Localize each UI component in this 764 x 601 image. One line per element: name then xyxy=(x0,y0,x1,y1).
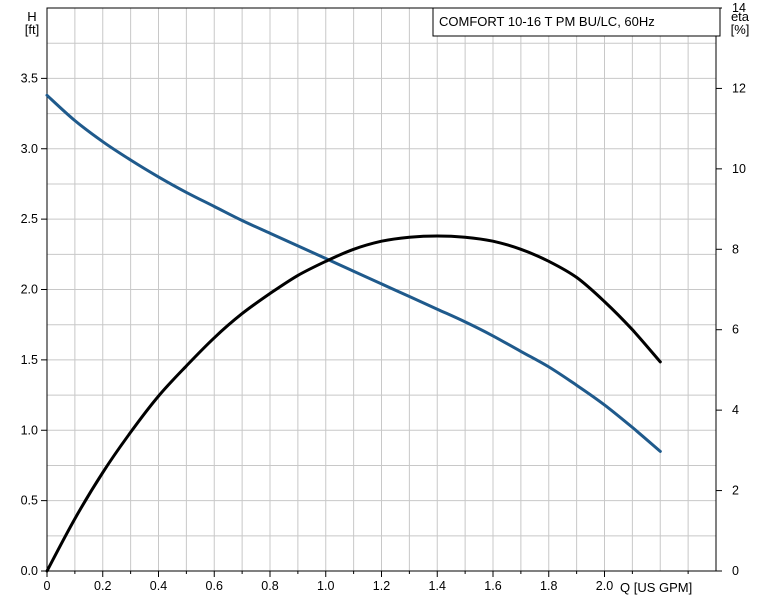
efficiency-curve xyxy=(45,234,662,573)
axis-title-line: [%] xyxy=(731,22,750,37)
y-axis-left-label: H [ft] xyxy=(25,9,39,37)
x-axis-label: Q [US GPM] xyxy=(620,580,692,595)
y-left-tick-label: 3.0 xyxy=(21,142,38,156)
y-left-tick-label: 0.0 xyxy=(21,564,38,578)
x-tick-label: 1.6 xyxy=(484,579,501,593)
x-tick-label: 1.8 xyxy=(540,579,557,593)
y-right-tick-label: 12 xyxy=(732,81,746,95)
axis-ticks: 0 0.2 0.4 0.6 0.8 1.0 1.2 1.4 1.6 1.8 2.0 0.0 0.5 1.0… xyxy=(21,1,746,593)
curves xyxy=(45,93,662,573)
y-left-tick-label: 1.5 xyxy=(21,353,38,367)
axis-title-line: H xyxy=(27,9,36,24)
axis-title-line: eta xyxy=(731,9,750,24)
y-right-tick-label: 10 xyxy=(732,162,746,176)
x-tick-label: 2.0 xyxy=(596,579,613,593)
x-tick-label: 1.2 xyxy=(373,579,390,593)
legend-label: COMFORT 10-16 T PM BU/LC, 60Hz xyxy=(439,14,655,29)
y-right-tick-label: 8 xyxy=(732,242,739,256)
y-right-tick-label: 2 xyxy=(732,484,739,498)
y-right-tick-label: 14 xyxy=(732,1,746,15)
y-left-tick-label: 1.0 xyxy=(21,423,38,437)
y-left-tick-label: 2.0 xyxy=(21,283,38,297)
y-left-tick-label: 0.5 xyxy=(21,494,38,508)
y-left-tick-label: 2.5 xyxy=(21,212,38,226)
x-tick-label: 1.0 xyxy=(317,579,334,593)
legend-box xyxy=(432,7,721,37)
x-tick-label: 1.4 xyxy=(429,579,446,593)
x-tick-label: 0.2 xyxy=(94,579,111,593)
axis-title-line: [ft] xyxy=(25,22,39,37)
y-right-tick-label: 4 xyxy=(732,403,739,417)
y-axis-right-label: eta [%] xyxy=(731,9,750,37)
x-tick-label: 0.8 xyxy=(261,579,278,593)
y-left-tick-label: 3.5 xyxy=(21,71,38,85)
y-right-tick-label: 0 xyxy=(732,564,739,578)
y-right-tick-label: 6 xyxy=(732,323,739,337)
grid-lines xyxy=(47,8,716,571)
x-tick-label: 0.4 xyxy=(150,579,167,593)
x-tick-label: 0.6 xyxy=(206,579,223,593)
head-curve xyxy=(45,93,662,453)
x-tick-label: 0 xyxy=(44,579,51,593)
